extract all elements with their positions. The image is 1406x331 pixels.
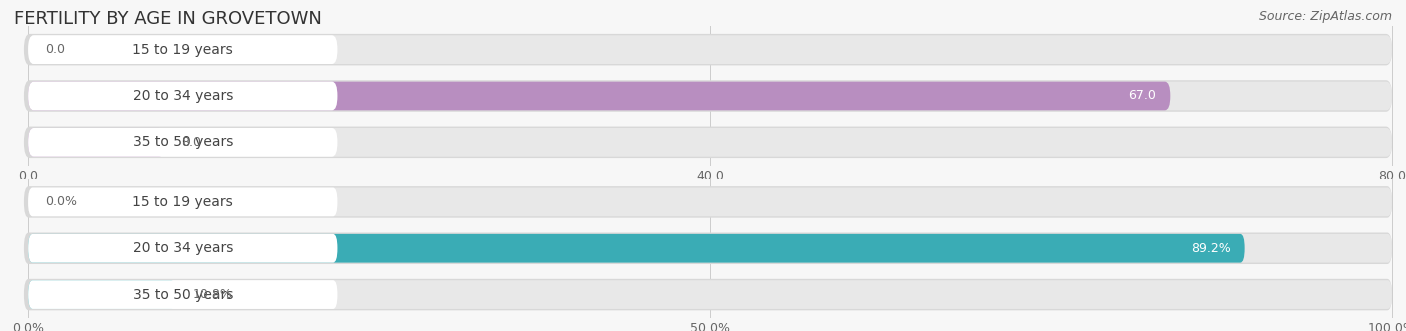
FancyBboxPatch shape <box>24 34 1392 66</box>
FancyBboxPatch shape <box>28 234 337 262</box>
FancyBboxPatch shape <box>24 80 1392 112</box>
Text: 89.2%: 89.2% <box>1191 242 1230 255</box>
FancyBboxPatch shape <box>24 279 1392 310</box>
Text: 8.0: 8.0 <box>181 136 201 149</box>
FancyBboxPatch shape <box>24 126 1392 158</box>
Text: 10.8%: 10.8% <box>193 288 232 301</box>
Text: 35 to 50 years: 35 to 50 years <box>132 135 233 149</box>
FancyBboxPatch shape <box>28 35 1392 64</box>
Text: 20 to 34 years: 20 to 34 years <box>132 241 233 255</box>
FancyBboxPatch shape <box>28 128 1392 157</box>
FancyBboxPatch shape <box>28 35 337 64</box>
FancyBboxPatch shape <box>28 188 1392 216</box>
FancyBboxPatch shape <box>28 234 1392 262</box>
Text: Source: ZipAtlas.com: Source: ZipAtlas.com <box>1258 10 1392 23</box>
FancyBboxPatch shape <box>28 280 1392 309</box>
FancyBboxPatch shape <box>28 234 1244 262</box>
FancyBboxPatch shape <box>28 82 1392 110</box>
Text: 35 to 50 years: 35 to 50 years <box>132 288 233 302</box>
FancyBboxPatch shape <box>28 128 165 157</box>
FancyBboxPatch shape <box>28 280 337 309</box>
Text: 0.0%: 0.0% <box>45 195 77 209</box>
Text: FERTILITY BY AGE IN GROVETOWN: FERTILITY BY AGE IN GROVETOWN <box>14 10 322 28</box>
Text: 15 to 19 years: 15 to 19 years <box>132 195 233 209</box>
Text: 20 to 34 years: 20 to 34 years <box>132 89 233 103</box>
Text: 67.0: 67.0 <box>1129 89 1156 103</box>
FancyBboxPatch shape <box>28 128 337 157</box>
Text: 0.0: 0.0 <box>45 43 65 56</box>
FancyBboxPatch shape <box>24 186 1392 218</box>
Text: 15 to 19 years: 15 to 19 years <box>132 43 233 57</box>
FancyBboxPatch shape <box>24 232 1392 264</box>
FancyBboxPatch shape <box>28 82 337 110</box>
FancyBboxPatch shape <box>28 280 176 309</box>
FancyBboxPatch shape <box>28 188 337 216</box>
FancyBboxPatch shape <box>28 82 1170 110</box>
